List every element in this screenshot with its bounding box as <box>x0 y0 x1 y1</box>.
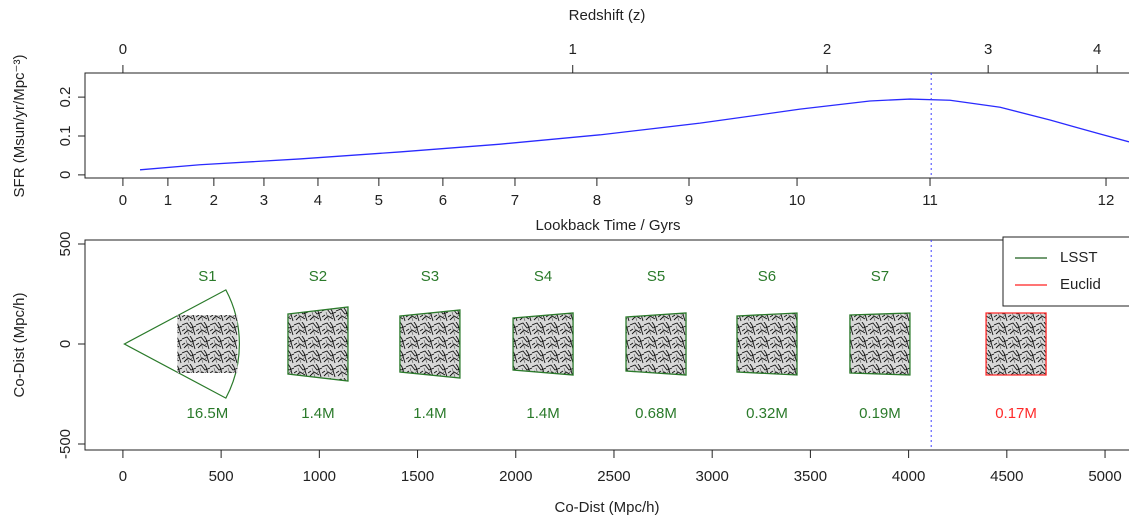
redshift-tick-label: 2 <box>823 41 831 58</box>
redshift-tick-label: 1 <box>569 41 577 58</box>
x-tick-label: 3000 <box>695 468 728 485</box>
lookback-tick-label: 4 <box>314 192 322 209</box>
lookback-tick-label: 0 <box>119 192 127 209</box>
x-axis-label: Co-Dist (Mpc/h) <box>554 499 659 516</box>
survey-wedge <box>123 289 240 399</box>
sample-box <box>849 312 911 376</box>
lookback-tick-label: 1 <box>164 192 172 209</box>
y-tick-label: 0 <box>57 171 74 179</box>
legend: LSST Euclid <box>1002 236 1129 307</box>
sample-name: S5 <box>647 268 665 285</box>
lookback-tick-label: 10 <box>789 192 806 209</box>
y-tick-label: 0 <box>57 340 74 348</box>
sample-count: 16.5M <box>187 405 229 422</box>
redshift-axis-label: Redshift (z) <box>569 7 646 24</box>
sample-box <box>512 312 574 376</box>
redshift-tick-label: 3 <box>984 41 992 58</box>
sfr-line <box>139 98 1129 171</box>
legend-box <box>1002 236 1129 307</box>
x-tick-label: 2000 <box>499 468 532 485</box>
sample-name: S4 <box>534 268 552 285</box>
sample-count: 0.19M <box>859 405 901 422</box>
sample-count: 0.68M <box>635 405 677 422</box>
x-tick-label: 1500 <box>401 468 434 485</box>
legend-label: LSST <box>1060 249 1098 266</box>
x-tick-label: 2500 <box>597 468 630 485</box>
sample-count: 0.32M <box>746 405 788 422</box>
redshift-tick-label: 4 <box>1093 41 1101 58</box>
sample-box <box>399 309 461 379</box>
lookback-axis-label: Lookback Time / Gyrs <box>535 217 680 234</box>
sample-name: S6 <box>758 268 776 285</box>
lookback-tick-label: 5 <box>375 192 383 209</box>
sfr-frame <box>84 72 1129 179</box>
sample-count: 1.4M <box>301 405 334 422</box>
sample-count: 1.4M <box>413 405 446 422</box>
sample-count: 0.17M <box>995 405 1037 422</box>
y-tick-label: -500 <box>57 429 74 459</box>
lookback-tick-label: 3 <box>260 192 268 209</box>
sample-count: 1.4M <box>526 405 559 422</box>
x-tick-label: 4000 <box>892 468 925 485</box>
lookback-tick-label: 12 <box>1098 192 1115 209</box>
x-tick-label: 5000 <box>1088 468 1121 485</box>
redshift-tick-label: 0 <box>119 41 127 58</box>
lookback-tick-label: 11 <box>922 192 938 209</box>
sample-box <box>625 312 687 376</box>
y-tick-label: 0.1 <box>57 126 74 147</box>
legend-label: Euclid <box>1060 276 1101 293</box>
sfr-axis-label: SFR (Msun/yr/Mpc⁻³) <box>11 55 28 198</box>
x-tick-label: 0 <box>119 468 127 485</box>
sample-box <box>985 312 1047 376</box>
lookback-tick-label: 9 <box>685 192 693 209</box>
lookback-tick-label: 2 <box>210 192 218 209</box>
sample-name: S1 <box>198 268 216 285</box>
lookback-tick-label: 8 <box>593 192 601 209</box>
x-tick-label: 500 <box>209 468 234 485</box>
dist-frame <box>84 239 1129 451</box>
lookback-tick-label: 7 <box>511 192 519 209</box>
y-tick-label: 0.2 <box>57 87 74 108</box>
sample-box <box>287 306 349 382</box>
sample-name: S3 <box>421 268 439 285</box>
x-tick-label: 4500 <box>990 468 1023 485</box>
y-tick-label: 500 <box>57 231 74 256</box>
y-axis-label: Co-Dist (Mpc/h) <box>11 292 28 397</box>
x-tick-label: 1000 <box>303 468 336 485</box>
sample-name: S7 <box>871 268 889 285</box>
sample-name: S2 <box>309 268 327 285</box>
x-tick-label: 3500 <box>794 468 827 485</box>
sample-box <box>736 312 798 376</box>
sample-image <box>177 315 238 373</box>
lookback-tick-label: 6 <box>439 192 447 209</box>
